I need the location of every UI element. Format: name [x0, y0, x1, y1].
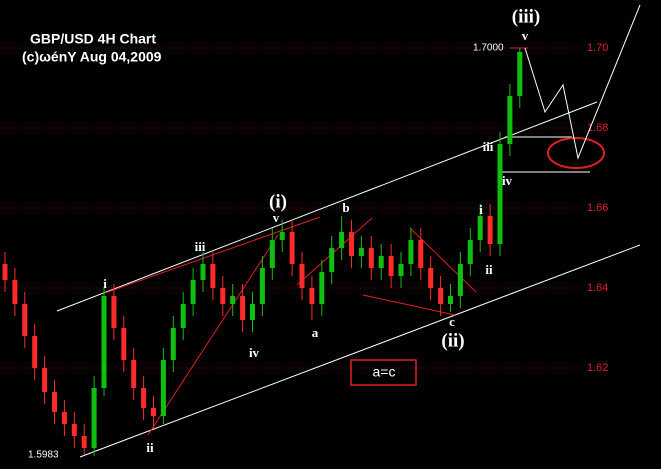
wave-label: i	[479, 202, 483, 217]
candle-body	[210, 264, 216, 288]
candle-body	[497, 144, 503, 244]
candle-body	[388, 256, 394, 276]
candle-body	[457, 264, 463, 296]
candle-body	[467, 240, 473, 264]
candle-body	[507, 96, 513, 144]
candle-body	[250, 304, 255, 320]
candle-body	[101, 296, 107, 388]
chart-subtitle: (c)ωénY Aug 04,2009	[22, 49, 162, 65]
candle-body	[319, 272, 325, 304]
grid: 1.62 1.64 1.66 1.68 1.70	[0, 42, 608, 374]
candle-body	[368, 248, 374, 268]
candle-body	[151, 408, 156, 416]
candle-body	[408, 240, 414, 264]
candle-body	[299, 264, 305, 288]
candle-body	[131, 360, 137, 388]
wave-label: v	[522, 28, 529, 43]
candle-body	[240, 296, 246, 320]
wave-label: iv	[502, 173, 513, 188]
candle-body	[71, 424, 77, 436]
candle-body	[398, 264, 404, 276]
candle-body	[220, 288, 226, 304]
candle-body	[190, 280, 196, 304]
candle-body	[517, 52, 523, 96]
candle-body	[349, 232, 354, 256]
channel-lower	[79, 244, 641, 458]
candle-body	[289, 232, 295, 264]
note-label: a=c	[373, 364, 396, 380]
y-tick-label: 1.68	[587, 122, 608, 134]
trend-line	[147, 234, 279, 436]
drawings	[56, 4, 641, 458]
candle-body	[358, 248, 364, 256]
candle-body	[269, 240, 275, 268]
candle-body	[438, 288, 444, 304]
y-tick-label: 1.62	[587, 362, 608, 374]
candle-body	[309, 288, 315, 304]
trend-line	[296, 217, 373, 286]
note-box	[350, 359, 417, 386]
y-tick-label: 1.66	[587, 202, 608, 214]
candle-body	[32, 336, 38, 368]
wave-label: v	[273, 210, 280, 225]
candle-body	[81, 436, 87, 448]
candle-body	[160, 360, 166, 416]
candle-body	[2, 264, 8, 280]
wave-label: ii	[485, 262, 493, 277]
wave-label: c	[449, 314, 455, 329]
candle-body	[259, 268, 265, 304]
candle-body	[200, 264, 206, 280]
candle-body	[52, 392, 57, 412]
wave-label: b	[342, 200, 349, 215]
candle-body	[61, 412, 67, 424]
candle-body	[448, 296, 453, 304]
candle-body	[230, 296, 236, 304]
candles	[2, 48, 523, 456]
wave-label: (i)	[269, 191, 287, 212]
candle-body	[279, 232, 285, 240]
candle-body	[487, 216, 493, 244]
candle-body	[141, 388, 147, 408]
candle-body	[329, 248, 335, 272]
projection	[524, 4, 641, 160]
candle-body	[477, 216, 483, 240]
candle-body	[428, 268, 434, 288]
candle-body	[42, 368, 48, 392]
chart-title: GBP/USD 4H Chart	[30, 31, 156, 47]
candle-body	[111, 296, 117, 328]
wedge-line	[362, 294, 456, 316]
wave-label: a	[312, 325, 319, 340]
candle-body	[12, 280, 18, 304]
y-tick-label: 1.70	[587, 42, 608, 54]
candle-body	[378, 256, 384, 268]
wave-label: i	[103, 276, 107, 291]
candle-body	[170, 328, 176, 360]
y-tick-label: 1.64	[587, 282, 608, 294]
price-label: 1.5983	[28, 449, 59, 460]
target-ellipse	[547, 137, 605, 169]
price-label: 1.7000	[473, 43, 504, 54]
candle-body	[339, 232, 345, 248]
wave-label: (iii)	[512, 6, 541, 27]
wave-label: iv	[249, 345, 260, 360]
labels: 1.70001.5983(i)viiiiiiivabc(ii)iiiiiiiv(…	[28, 6, 540, 460]
candle-body	[418, 240, 424, 268]
candle-body	[121, 328, 127, 360]
wave-label: iii	[483, 139, 494, 154]
candle-body	[91, 388, 97, 448]
wave-label: iii	[195, 239, 206, 254]
candle-body	[22, 304, 28, 336]
wave-label: ii	[146, 440, 154, 455]
candle-body	[180, 304, 186, 328]
wave-label: (ii)	[441, 330, 464, 351]
